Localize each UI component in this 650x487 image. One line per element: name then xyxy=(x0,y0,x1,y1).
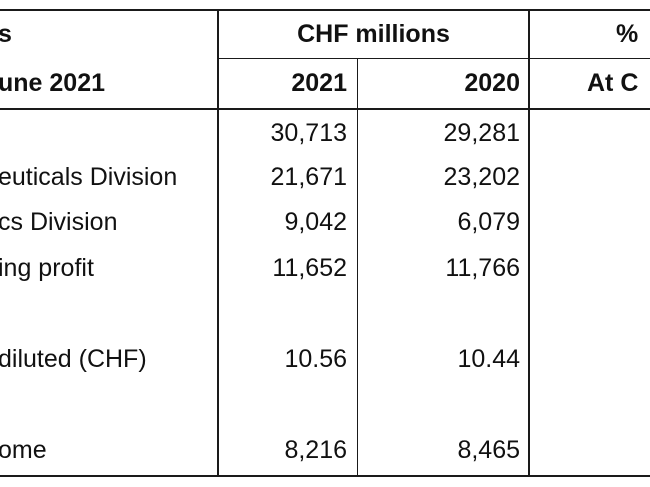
row-label: euticals Division xyxy=(0,163,178,191)
column-divider-2 xyxy=(357,58,358,477)
header-at-fragment: At C xyxy=(587,69,639,97)
row-value-2021: 8,216 xyxy=(284,436,347,464)
header-title-fragment: s xyxy=(0,20,12,48)
column-divider-1 xyxy=(217,9,219,477)
header-year-2021: 2021 xyxy=(291,69,347,97)
header-group-underline xyxy=(219,58,650,59)
header-bottom-border xyxy=(0,108,650,110)
row-label: ome xyxy=(0,436,47,464)
column-divider-3 xyxy=(528,9,530,477)
row-value-2021: 11,652 xyxy=(272,254,347,282)
header-year-2020: 2020 xyxy=(464,69,520,97)
header-percent-fragment: % xyxy=(616,20,639,48)
row-value-2021: 21,671 xyxy=(270,163,347,191)
row-label: ing profit xyxy=(0,254,94,282)
row-value-2020: 29,281 xyxy=(443,119,520,147)
row-value-2021: 10.56 xyxy=(284,345,347,373)
row-label: diluted (CHF) xyxy=(0,345,147,373)
row-value-2020: 8,465 xyxy=(457,436,520,464)
header-group-label: CHF millions xyxy=(297,20,450,48)
row-label: cs Division xyxy=(0,208,118,236)
row-value-2021: 9,042 xyxy=(284,208,347,236)
row-value-2021: 30,713 xyxy=(270,119,347,147)
table-top-border xyxy=(0,9,650,11)
row-value-2020: 11,766 xyxy=(445,254,520,282)
row-value-2020: 6,079 xyxy=(457,208,520,236)
row-value-2020: 23,202 xyxy=(443,163,520,191)
row-value-2020: 10.44 xyxy=(457,345,520,373)
header-period-fragment: une 2021 xyxy=(0,69,106,97)
table-bottom-border xyxy=(0,475,650,477)
